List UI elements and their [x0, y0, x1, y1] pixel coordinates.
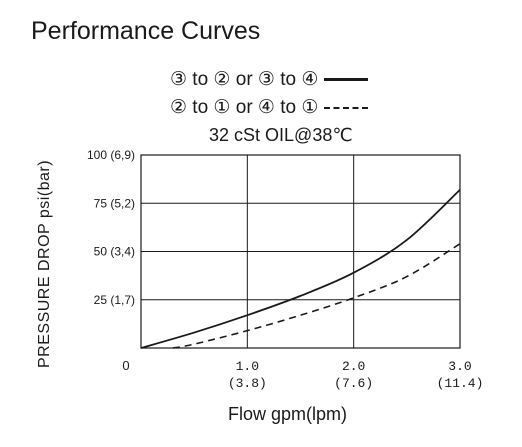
x-tick-label: 0 — [122, 358, 129, 373]
x-tick-label: 1.0 — [236, 359, 259, 374]
legend-entry-dashed: ② to ① or ④ to ① — [170, 96, 369, 119]
chart-title: Performance Curves — [31, 17, 261, 45]
legend-label-dashed: ② to ① or ④ to ① — [170, 97, 319, 118]
x-axis-label: Flow gpm(lpm) — [228, 404, 348, 424]
y-tick-label: 100 (6,9) — [87, 148, 135, 162]
legend-label-solid: ③ to ② or ③ to ④ — [170, 69, 319, 90]
y-tick-label: 50 (3,4) — [94, 245, 135, 259]
series-line-dashed — [172, 243, 461, 349]
y-axis-label: PRESSURE DROP psi(bar) — [36, 159, 53, 368]
legend-swatch-solid — [324, 78, 369, 81]
x-tick-sublabel: (3.8) — [228, 376, 267, 391]
test-condition: 32 cSt OIL@38℃ — [209, 125, 353, 145]
y-tick-label: 75 (5,2) — [94, 196, 135, 210]
legend-swatch-dashed — [324, 106, 369, 109]
x-tick-label: 2.0 — [342, 359, 365, 374]
x-tick-label: 3.0 — [448, 359, 471, 374]
y-tick-label: 25 (1,7) — [94, 293, 135, 307]
x-tick-sublabel: (7.6) — [334, 376, 373, 391]
x-tick-sublabel: (11.4) — [437, 376, 484, 391]
legend-entry-solid: ③ to ② or ③ to ④ — [170, 68, 369, 91]
plot-frame — [140, 154, 461, 349]
series-line-solid — [140, 189, 461, 349]
